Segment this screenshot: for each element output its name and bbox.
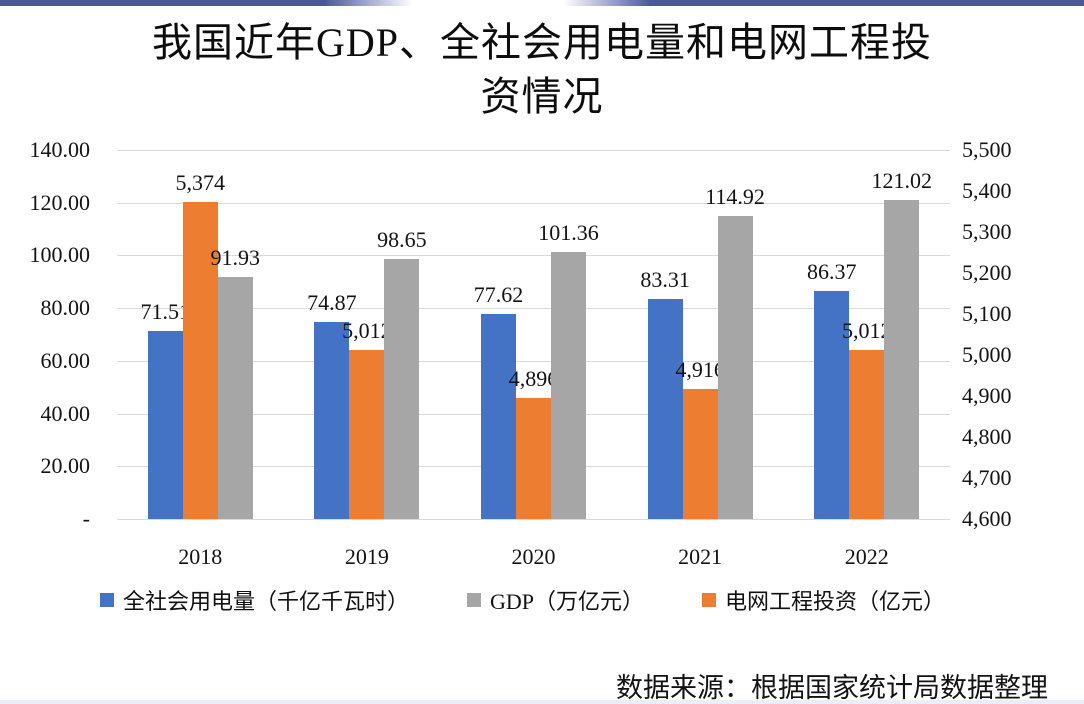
bar-grid-investment-2018 bbox=[182, 201, 218, 519]
legend-swatch-icon bbox=[701, 593, 716, 607]
x-axis-label-2022: 2022 bbox=[844, 544, 889, 569]
bar-gdp-2018 bbox=[217, 276, 253, 519]
gridline bbox=[117, 255, 950, 257]
x-axis-label-2021: 2021 bbox=[678, 544, 723, 569]
right-axis-tick: 5,400 bbox=[962, 178, 1012, 203]
right-axis-tick: 4,900 bbox=[962, 383, 1012, 408]
bar-electricity-consumption-2018 bbox=[147, 330, 183, 519]
right-axis-tick: 4,600 bbox=[962, 506, 1012, 531]
bar-electricity-consumption-2021 bbox=[647, 299, 683, 519]
left-axis-tick: 60.00 bbox=[40, 347, 91, 373]
bar-grid-investment-2022 bbox=[849, 350, 885, 519]
bar-grid-investment-2019 bbox=[349, 350, 385, 519]
bar-gdp-2021 bbox=[717, 216, 753, 519]
left-axis-tick: 40.00 bbox=[40, 400, 91, 426]
left-axis-tick: - bbox=[82, 506, 90, 531]
chart-title-line1: 我国近年GDP、全社会用电量和电网工程投 bbox=[151, 20, 933, 65]
gridline bbox=[117, 150, 950, 151]
bar-value-label-electricity-consumption-2021: 83.31 bbox=[640, 267, 690, 293]
bar-value-label-gdp-2020: 101.36 bbox=[538, 219, 599, 245]
bar-value-label-electricity-consumption-2018: 71.51 bbox=[140, 298, 191, 324]
top-border-decoration bbox=[0, 0, 1084, 6]
legend-swatch-icon bbox=[100, 593, 114, 607]
legend-item: 全社会用电量（千亿千瓦时） bbox=[100, 584, 409, 616]
legend-label: GDP（万亿元） bbox=[489, 589, 644, 614]
bar-gdp-2020 bbox=[551, 251, 586, 519]
bar-grid-investment-2020 bbox=[516, 397, 551, 519]
right-axis-tick: 5,200 bbox=[962, 260, 1012, 285]
right-axis: 5,500 5,400 5,300 5,200 5,100 5,000 4,900 4,800… bbox=[962, 137, 1072, 531]
gridline bbox=[117, 519, 950, 520]
left-axis-tick: 100.00 bbox=[29, 242, 91, 268]
x-axis-label-2020: 2020 bbox=[511, 544, 556, 569]
x-axis-label-2018: 2018 bbox=[178, 544, 223, 569]
bar-value-label-electricity-consumption-2020: 77.62 bbox=[473, 282, 524, 308]
chart-title: 我国近年GDP、全社会用电量和电网工程投 资情况 bbox=[0, 16, 1084, 124]
bar-value-label-grid-investment-2018: 5,374 bbox=[175, 169, 226, 195]
source-note: 数据来源：根据国家统计局数据整理 bbox=[616, 673, 1048, 703]
bar-electricity-consumption-2022 bbox=[814, 291, 850, 519]
left-axis-tick: 80.00 bbox=[40, 295, 91, 321]
left-axis-tick: 20.00 bbox=[40, 453, 91, 479]
bar-gdp-2019 bbox=[384, 259, 420, 519]
bar-gdp-2022 bbox=[884, 200, 920, 519]
legend-swatch-icon bbox=[466, 593, 481, 607]
bar-value-label-grid-investment-2021: 4,916 bbox=[675, 357, 725, 383]
legend-item: GDP（万亿元） bbox=[466, 584, 644, 616]
chart-title-line2: 资情况 bbox=[480, 74, 604, 119]
left-axis-tick: 120.00 bbox=[29, 189, 91, 215]
plot-area: 71.51 5,374 91.93 74.87 5,012 98.65 77.62 4,896… bbox=[117, 150, 950, 520]
gridline bbox=[117, 360, 950, 362]
bar-grid-investment-2021 bbox=[682, 389, 718, 519]
bar-value-label-grid-investment-2019: 5,012 bbox=[342, 318, 392, 344]
legend-label: 全社会用电量（千亿千瓦时） bbox=[123, 589, 410, 614]
bar-value-label-gdp-2021: 114.92 bbox=[705, 184, 765, 210]
legend-item: 电网工程投资（亿元） bbox=[701, 584, 945, 616]
x-axis: 2018 2019 2020 2021 2022 bbox=[117, 542, 950, 572]
x-axis-label-2019: 2019 bbox=[344, 544, 389, 569]
legend-label: 电网工程投资（亿元） bbox=[724, 589, 945, 614]
right-axis-tick: 5,000 bbox=[962, 342, 1012, 367]
bar-value-label-gdp-2018: 91.93 bbox=[210, 244, 261, 270]
bar-electricity-consumption-2019 bbox=[314, 321, 350, 519]
bar-value-label-gdp-2022: 121.02 bbox=[871, 168, 932, 194]
legend: 全社会用电量（千亿千瓦时） GDP（万亿元） 电网工程投资（亿元） bbox=[100, 584, 945, 616]
bottom-border-decoration bbox=[0, 700, 1084, 704]
right-axis-tick: 5,100 bbox=[962, 301, 1012, 326]
bar-value-label-grid-investment-2022: 5,012 bbox=[841, 318, 892, 344]
right-axis-tick: 4,800 bbox=[962, 424, 1012, 449]
gridline bbox=[117, 202, 950, 204]
bar-value-label-electricity-consumption-2022: 86.37 bbox=[806, 259, 857, 285]
right-axis-tick: 4,700 bbox=[962, 465, 1012, 490]
right-axis-tick: 5,500 bbox=[962, 137, 1012, 162]
bar-electricity-consumption-2020 bbox=[481, 314, 516, 519]
right-axis-tick: 5,300 bbox=[962, 219, 1012, 244]
bar-value-label-electricity-consumption-2019: 74.87 bbox=[307, 289, 357, 315]
left-axis-tick: 140.00 bbox=[29, 137, 91, 162]
bar-value-label-gdp-2019: 98.65 bbox=[377, 227, 427, 252]
left-axis: 140.00 120.00 100.00 80.00 60.00 40.00 20.00 - bbox=[0, 137, 91, 531]
bar-value-label-grid-investment-2020: 4,896 bbox=[508, 365, 559, 391]
gridline bbox=[117, 308, 950, 310]
